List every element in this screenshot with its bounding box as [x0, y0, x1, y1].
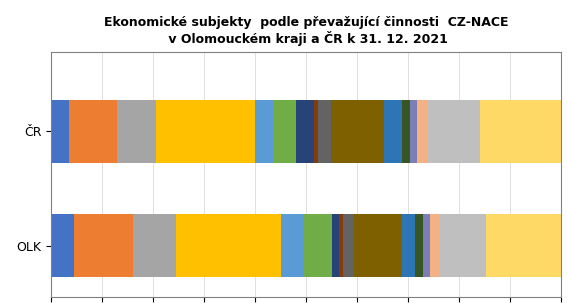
Bar	[410, 100, 417, 163]
Bar	[69, 100, 117, 163]
Bar	[296, 100, 314, 163]
Bar	[422, 214, 430, 277]
Bar	[51, 100, 69, 163]
Bar	[332, 214, 339, 277]
Bar	[133, 214, 176, 277]
Bar	[402, 100, 410, 163]
Bar	[430, 214, 441, 277]
Bar	[426, 100, 480, 163]
Bar	[273, 100, 296, 163]
Bar	[486, 214, 561, 277]
Bar	[480, 100, 561, 163]
Bar	[344, 214, 354, 277]
Bar	[255, 100, 273, 163]
Bar	[155, 100, 255, 163]
Bar	[354, 214, 402, 277]
Bar	[176, 214, 281, 277]
Bar	[314, 100, 318, 163]
Bar	[339, 214, 344, 277]
Bar	[402, 214, 415, 277]
Bar	[117, 100, 155, 163]
Bar	[281, 214, 304, 277]
Bar	[384, 100, 402, 163]
Title: Ekonomické subjekty  podle převažující činnosti  CZ-NACE
 v Olomouckém kraji a Č: Ekonomické subjekty podle převažující či…	[104, 16, 509, 46]
Bar	[441, 214, 486, 277]
Bar	[415, 214, 422, 277]
Bar	[304, 214, 332, 277]
Bar	[331, 100, 384, 163]
Bar	[51, 214, 74, 277]
Bar	[417, 100, 426, 163]
Bar	[74, 214, 133, 277]
Bar	[318, 100, 331, 163]
